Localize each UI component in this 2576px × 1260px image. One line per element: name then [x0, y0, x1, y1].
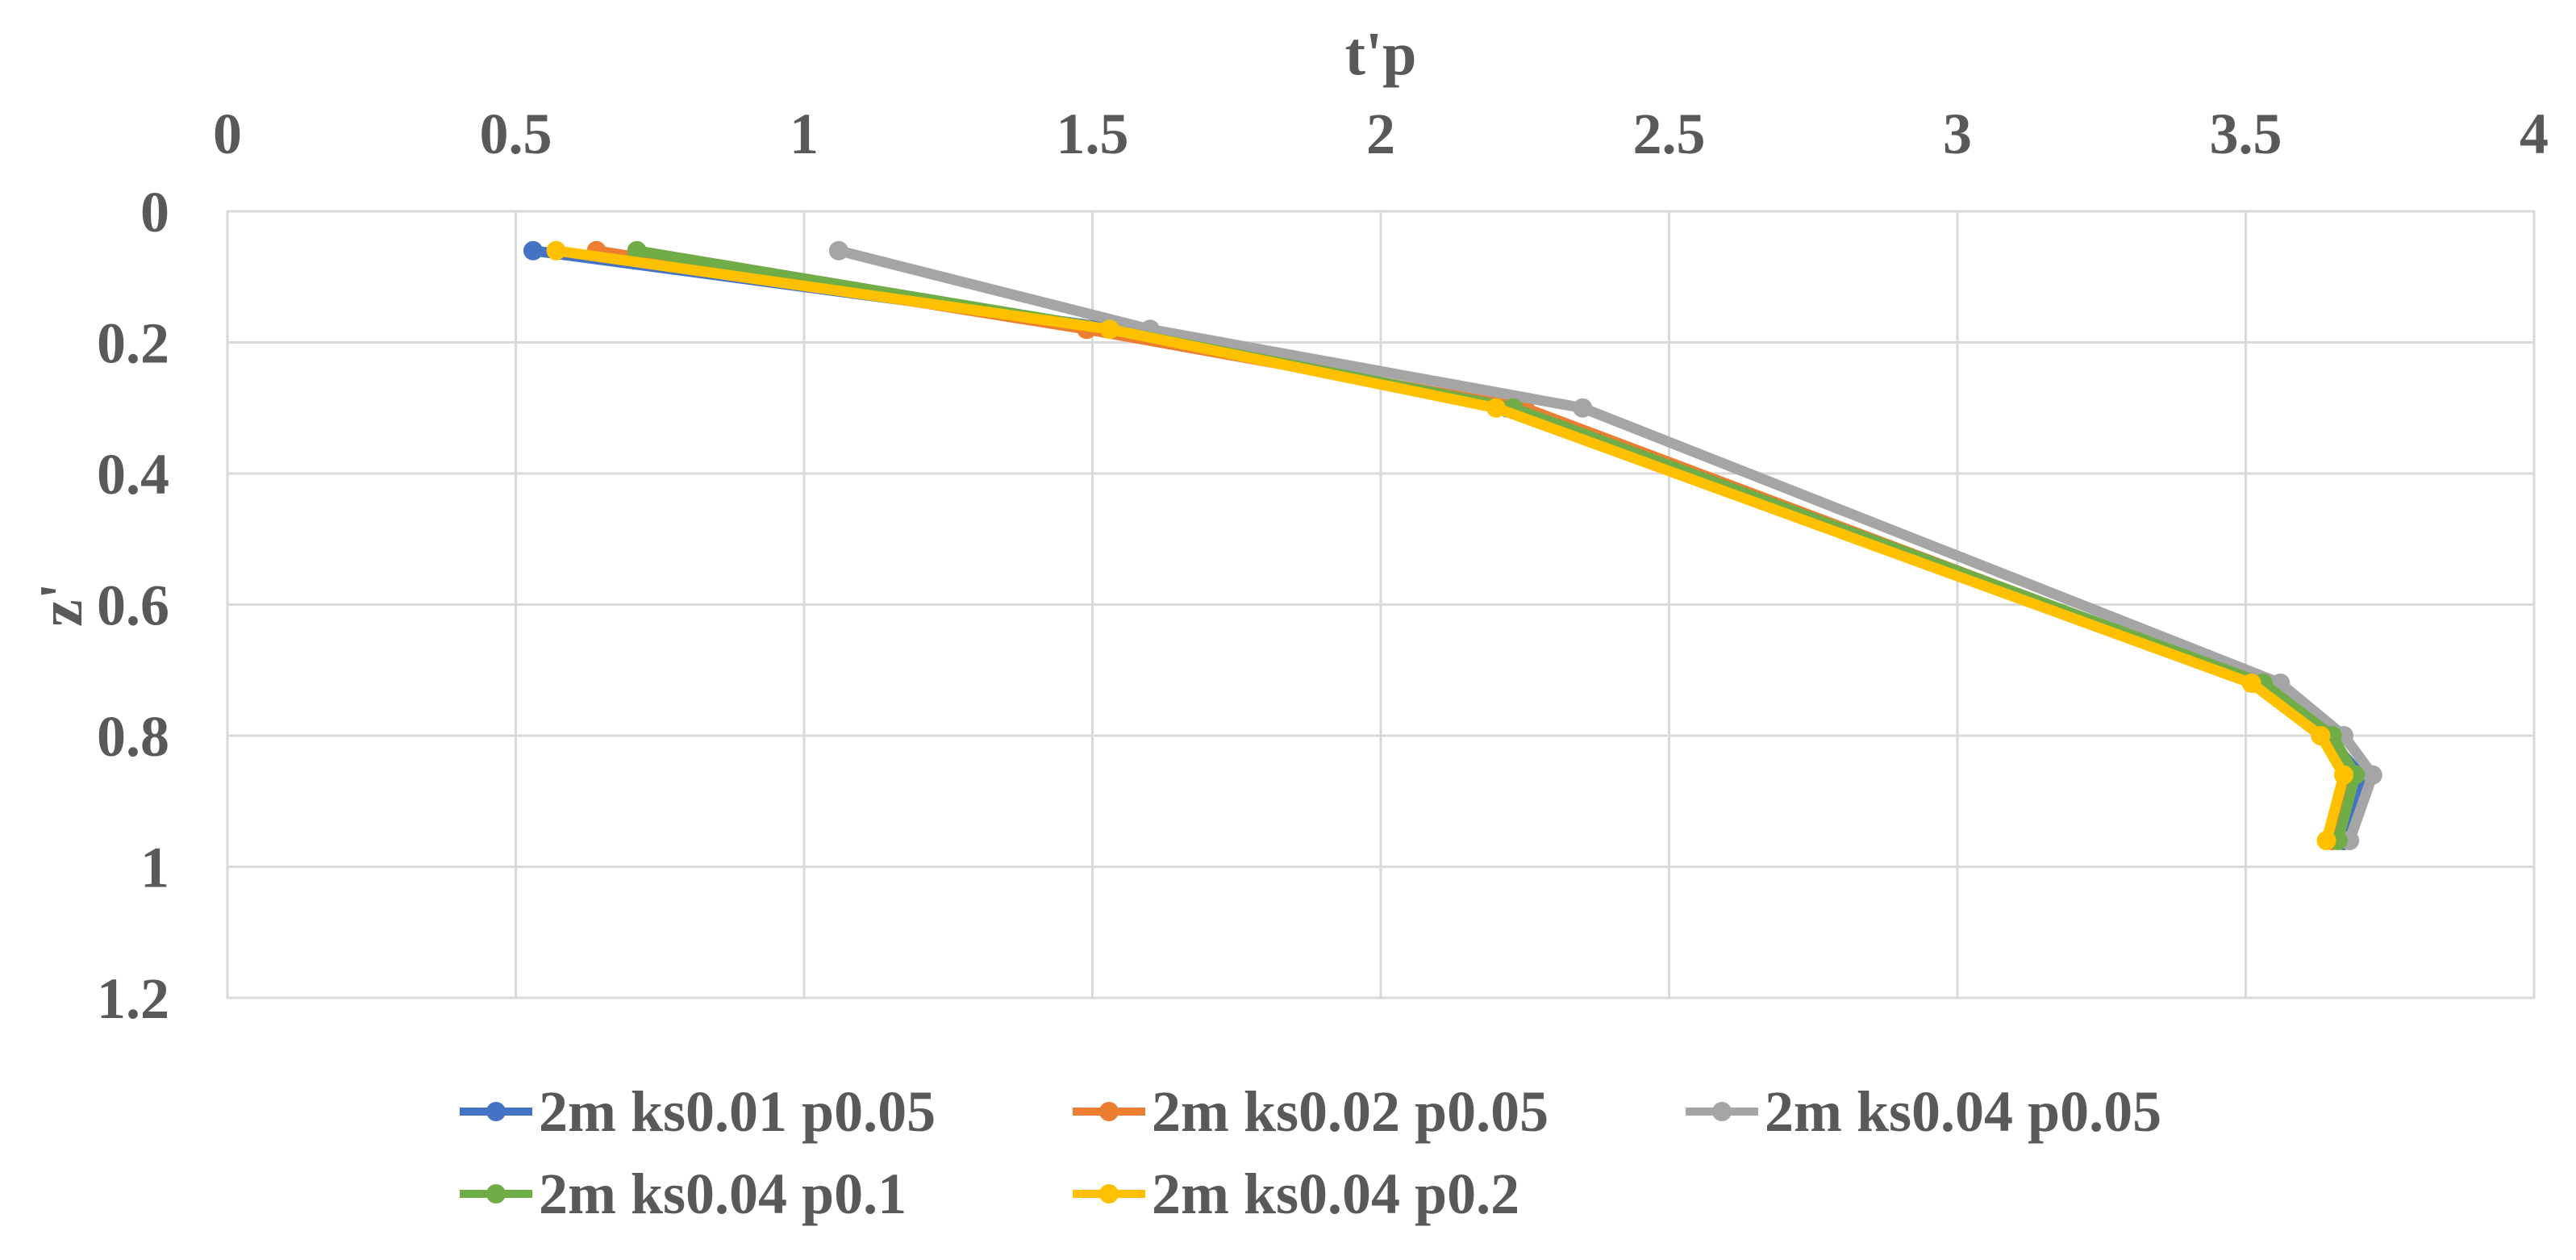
plot-border — [226, 210, 2536, 999]
legend-label: 2m ks0.04 p0.1 — [539, 1162, 907, 1226]
y-tick-label: 0 — [140, 180, 169, 244]
data-point — [523, 240, 543, 261]
y-tick-label: 0.4 — [97, 442, 169, 507]
y-tick-label: 1 — [140, 836, 169, 900]
y-tick-label: 1.2 — [97, 966, 169, 1031]
gridlines — [226, 210, 2536, 999]
series-line — [591, 245, 2355, 846]
x-tick-label: 1.5 — [1057, 102, 1129, 166]
series-line — [527, 245, 2366, 846]
series-4 — [627, 240, 2366, 850]
legend-swatch-marker — [486, 1102, 506, 1121]
series-line — [631, 245, 2361, 846]
legend-item: 2m ks0.02 p0.05 — [1073, 1079, 1549, 1144]
legend-item: 2m ks0.01 p0.05 — [460, 1079, 936, 1144]
data-point — [1099, 319, 1119, 340]
series-3 — [828, 240, 2382, 850]
series-line — [551, 245, 2349, 846]
x-tick-label: 2 — [1366, 102, 1395, 166]
y-axis-title: z' — [27, 582, 95, 627]
legend-item: 2m ks0.04 p0.05 — [1686, 1079, 2161, 1144]
x-tick-label: 3 — [1943, 102, 1972, 166]
x-tick-label: 0.5 — [480, 102, 552, 166]
series-layer — [523, 240, 2382, 850]
data-point — [546, 240, 566, 261]
legend-swatch-marker — [1099, 1102, 1119, 1121]
legend-swatch-marker — [1099, 1184, 1119, 1204]
series-1 — [523, 240, 2371, 850]
legend: 2m ks0.01 p0.05 2m ks0.02 p0.05 2m ks0.04 … — [460, 1079, 2161, 1226]
legend-label: 2m ks0.02 p0.05 — [1152, 1079, 1549, 1144]
series-line — [833, 245, 2378, 846]
plot-area — [226, 210, 2536, 999]
x-tick-label: 2.5 — [1633, 102, 1706, 166]
x-tick-label: 0 — [213, 102, 242, 166]
legend-item: 2m ks0.04 p0.1 — [460, 1162, 907, 1226]
y-tick-label: 0.8 — [97, 704, 169, 769]
legend-swatch-marker — [1712, 1102, 1732, 1121]
x-tick-label: 3.5 — [2210, 102, 2282, 166]
data-point — [828, 240, 848, 261]
data-point — [2362, 765, 2382, 785]
data-point — [2241, 674, 2261, 693]
data-point — [627, 240, 647, 261]
legend-label: 2m ks0.04 p0.2 — [1152, 1162, 1519, 1226]
legend-label: 2m ks0.01 p0.05 — [539, 1079, 936, 1144]
series-2 — [586, 240, 2360, 850]
y-axis-tick-labels: 0 0.2 0.4 0.6 0.8 1 1.2 — [97, 180, 169, 1031]
x-tick-label: 1 — [790, 102, 819, 166]
data-point — [2311, 726, 2331, 745]
data-point — [2316, 831, 2336, 850]
data-point — [1486, 398, 1506, 418]
legend-item: 2m ks0.04 p0.2 — [1073, 1162, 1519, 1226]
data-point — [1573, 398, 1593, 418]
series-5 — [546, 240, 2354, 850]
y-tick-label: 0.6 — [97, 574, 169, 638]
y-tick-label: 0.2 — [97, 311, 169, 376]
data-point — [2334, 765, 2354, 785]
x-axis-title: t'p — [1345, 20, 1417, 88]
x-tick-label: 4 — [2520, 102, 2549, 166]
legend-label: 2m ks0.04 p0.05 — [1765, 1079, 2161, 1144]
x-axis-tick-labels: 0 0.5 1 1.5 2 2.5 3 3.5 4 — [213, 102, 2549, 166]
legend-swatch-marker — [486, 1184, 506, 1204]
